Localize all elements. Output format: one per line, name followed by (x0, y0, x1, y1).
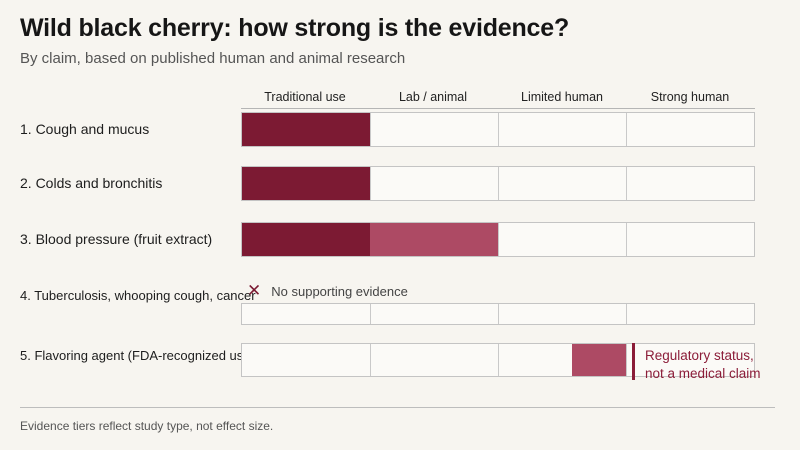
tier-header-traditional: Traditional use (264, 90, 346, 104)
tier-divider (370, 304, 371, 324)
tier-divider (498, 344, 499, 376)
regulatory-note-line2: not a medical claim (645, 366, 761, 381)
no-evidence-note: ✕ No supporting evidence (247, 281, 408, 301)
tier-divider (626, 223, 627, 256)
evidence-bar-traditional-use (242, 113, 370, 146)
evidence-bar-traditional-use (242, 167, 370, 200)
tier-divider (370, 113, 371, 146)
tier-divider (498, 223, 499, 256)
evidence-track-tuberculosis (241, 303, 755, 325)
evidence-track-flavoring (241, 343, 755, 377)
tier-divider (626, 113, 627, 146)
regulatory-marker-line (632, 343, 635, 380)
evidence-track-cough (241, 112, 755, 147)
evidence-track-colds (241, 166, 755, 201)
tier-divider (498, 113, 499, 146)
row-label-cough: 1. Cough and mucus (20, 121, 150, 137)
chart-subtitle: By claim, based on published human and a… (20, 50, 406, 67)
tier-header-limited-human: Limited human (521, 90, 603, 104)
evidence-bar-traditional-use (242, 223, 370, 256)
no-evidence-text: No supporting evidence (271, 283, 408, 299)
regulatory-note: Regulatory status, not a medical claim (645, 347, 761, 383)
tier-divider (626, 167, 627, 200)
regulatory-status-bar (572, 344, 626, 376)
tier-divider (626, 304, 627, 324)
evidence-track-blood-pressure (241, 222, 755, 257)
tier-divider (498, 304, 499, 324)
chart-title: Wild black cherry: how strong is the evi… (20, 14, 570, 42)
tier-divider (498, 167, 499, 200)
row-label-flavoring: 5. Flavoring agent (FDA-recognized use) (20, 348, 255, 363)
row-label-colds: 2. Colds and bronchitis (20, 175, 163, 191)
tier-header-strong-human: Strong human (650, 90, 730, 104)
tier-header-lab-animal: Lab / animal (398, 90, 468, 104)
tier-divider (626, 344, 627, 376)
x-mark-icon: ✕ (247, 281, 262, 300)
row-label-blood-pressure: 3. Blood pressure (fruit extract) (20, 231, 213, 247)
row-label-tuberculosis: 4. Tuberculosis, whooping cough, cancer (20, 288, 256, 303)
tier-divider (370, 344, 371, 376)
footnote: Evidence tiers reflect study type, not e… (20, 419, 274, 433)
header-rule (241, 108, 755, 109)
evidence-bar-lab-animal (370, 223, 498, 256)
regulatory-note-line1: Regulatory status, (645, 348, 754, 363)
tier-divider (370, 167, 371, 200)
footer-rule (20, 407, 775, 408)
